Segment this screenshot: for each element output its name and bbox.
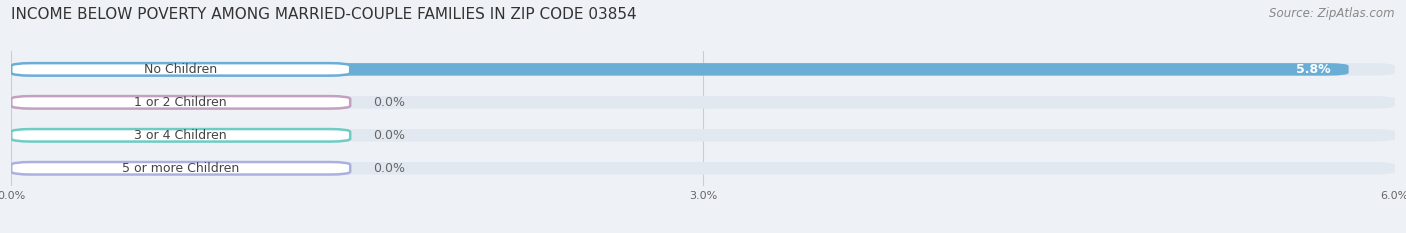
Text: 0.0%: 0.0%: [373, 96, 405, 109]
FancyBboxPatch shape: [11, 129, 1395, 142]
Text: 5 or more Children: 5 or more Children: [122, 162, 239, 175]
FancyBboxPatch shape: [11, 96, 1395, 109]
FancyBboxPatch shape: [11, 129, 350, 142]
Text: No Children: No Children: [145, 63, 218, 76]
FancyBboxPatch shape: [11, 162, 1395, 175]
Text: 0.0%: 0.0%: [373, 129, 405, 142]
FancyBboxPatch shape: [11, 63, 1395, 76]
Text: 5.8%: 5.8%: [1295, 63, 1330, 76]
FancyBboxPatch shape: [11, 162, 350, 175]
Text: 1 or 2 Children: 1 or 2 Children: [135, 96, 226, 109]
FancyBboxPatch shape: [11, 63, 350, 76]
FancyBboxPatch shape: [11, 63, 1348, 76]
Text: Source: ZipAtlas.com: Source: ZipAtlas.com: [1270, 7, 1395, 20]
Text: INCOME BELOW POVERTY AMONG MARRIED-COUPLE FAMILIES IN ZIP CODE 03854: INCOME BELOW POVERTY AMONG MARRIED-COUPL…: [11, 7, 637, 22]
Text: 0.0%: 0.0%: [373, 162, 405, 175]
Text: 3 or 4 Children: 3 or 4 Children: [135, 129, 226, 142]
FancyBboxPatch shape: [11, 96, 350, 109]
